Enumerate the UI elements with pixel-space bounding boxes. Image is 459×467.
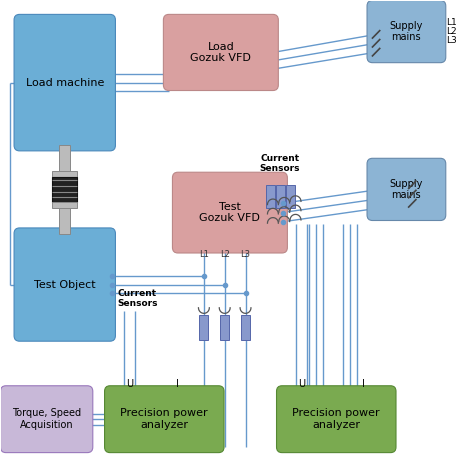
- Text: Torque, Speed
Acquisition: Torque, Speed Acquisition: [12, 408, 81, 430]
- Text: I: I: [175, 379, 179, 389]
- Text: Current
Sensors: Current Sensors: [259, 154, 299, 173]
- FancyBboxPatch shape: [276, 386, 395, 453]
- Text: Precision power
analyzer: Precision power analyzer: [120, 408, 207, 430]
- Text: Test
Gozuk VFD: Test Gozuk VFD: [199, 202, 260, 223]
- Text: U: U: [126, 379, 133, 389]
- FancyBboxPatch shape: [366, 0, 445, 63]
- Text: Precision power
analyzer: Precision power analyzer: [292, 408, 379, 430]
- Text: L1: L1: [445, 18, 456, 27]
- Bar: [52, 171, 77, 177]
- Bar: [275, 185, 285, 208]
- Text: L2: L2: [219, 250, 229, 259]
- Bar: [59, 208, 70, 234]
- Text: Supply
mains: Supply mains: [389, 21, 422, 42]
- FancyBboxPatch shape: [0, 386, 93, 453]
- Bar: [241, 315, 250, 340]
- FancyBboxPatch shape: [366, 158, 445, 220]
- Text: Current
Sensors: Current Sensors: [117, 289, 157, 308]
- Text: Load
Gozuk VFD: Load Gozuk VFD: [190, 42, 251, 63]
- Text: L1: L1: [199, 250, 208, 259]
- Text: Supply
mains: Supply mains: [389, 178, 422, 200]
- FancyBboxPatch shape: [172, 172, 287, 253]
- Text: I: I: [361, 379, 364, 389]
- Bar: [220, 315, 229, 340]
- Text: L3: L3: [240, 250, 250, 259]
- Text: Test Object: Test Object: [34, 280, 95, 290]
- Bar: [52, 202, 77, 208]
- Text: L2: L2: [445, 27, 456, 36]
- Bar: [52, 177, 77, 202]
- FancyBboxPatch shape: [104, 386, 224, 453]
- Bar: [266, 185, 274, 208]
- FancyBboxPatch shape: [14, 14, 115, 151]
- Text: U: U: [297, 379, 304, 389]
- Text: L3: L3: [445, 36, 456, 45]
- Bar: [59, 145, 70, 171]
- Bar: [285, 185, 294, 208]
- FancyBboxPatch shape: [14, 228, 115, 341]
- FancyBboxPatch shape: [163, 14, 278, 91]
- Bar: [199, 315, 208, 340]
- Text: Load machine: Load machine: [26, 78, 104, 88]
